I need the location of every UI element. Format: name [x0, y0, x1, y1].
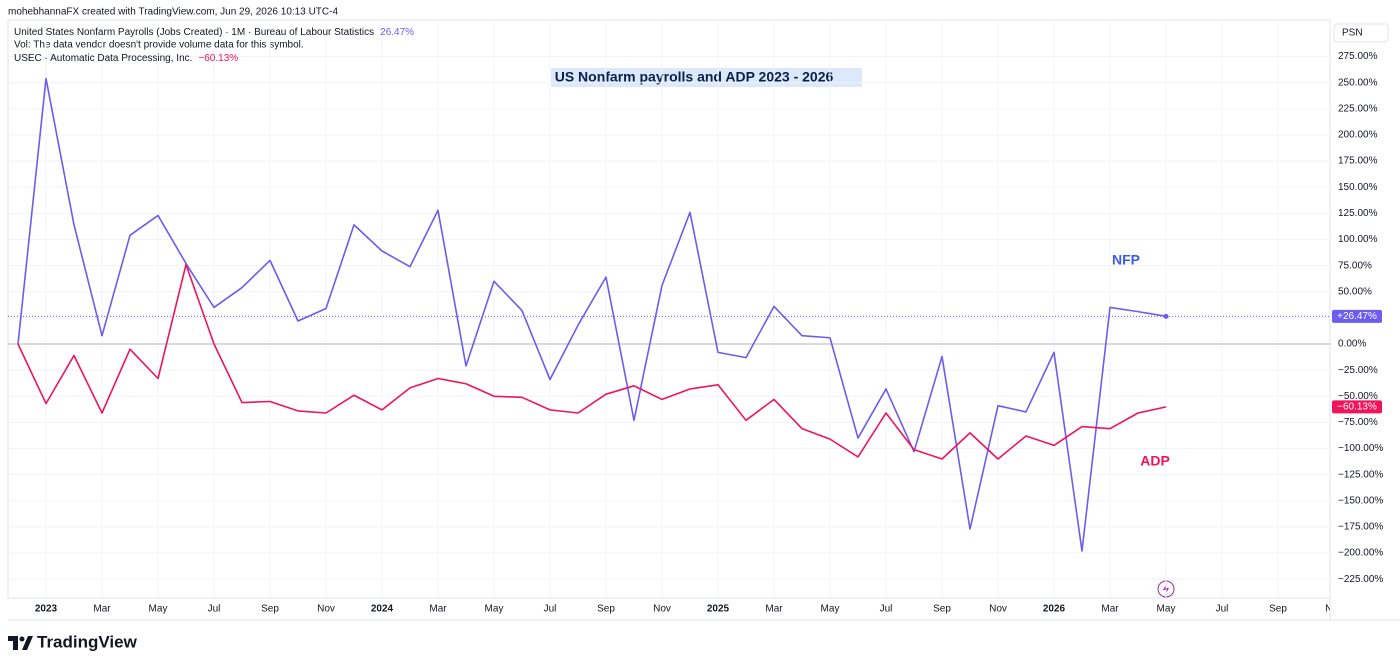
x-axis: 2023 Mar May Jul Sep Nov 2024 Mar May Jul Sep Nov 20… [35, 604, 1343, 615]
y-tick-label: 50.00% [1338, 286, 1372, 297]
x-tick-label: Mar [765, 604, 783, 615]
series-annotation: NFP [1112, 252, 1140, 268]
y-tick-label: −225.00% [1338, 574, 1383, 585]
x-tick-label: Mar [93, 604, 111, 615]
x-tick-label: Sep [261, 604, 279, 615]
legend-entry: United States Nonfarm Payrolls (Jobs Cre… [14, 27, 414, 38]
price-tag [1332, 400, 1382, 414]
legend-entry: USEC · Automatic Data Processing, Inc. −6… [14, 53, 238, 64]
brand-logo: TradingView [8, 632, 138, 651]
x-tick-label: Jul [208, 604, 221, 615]
y-tick-label: 175.00% [1338, 156, 1378, 167]
y-tick-label: −200.00% [1338, 548, 1383, 559]
x-tick-label: May [1157, 604, 1176, 615]
y-tick-label: −175.00% [1338, 522, 1383, 533]
x-tick-label: Mar [1101, 604, 1119, 615]
legend-name[interactable]: United States Nonfarm Payrolls (Jobs Cre… [14, 27, 374, 38]
x-tick-label: Jul [880, 604, 893, 615]
logo-mark [19, 636, 25, 642]
x-tick-label: Nov [653, 604, 671, 615]
y-tick-label: −100.00% [1338, 443, 1383, 454]
x-tick-label: May [485, 604, 504, 615]
price-tag [1332, 309, 1382, 323]
series-annotation: ADP [1140, 453, 1170, 469]
y-tick-label: −75.00% [1338, 417, 1378, 428]
price-tag-label: +26.47% [1337, 311, 1377, 322]
x-tick-label: Sep [933, 604, 951, 615]
volume-note: Vol: The data vendor doesn't provide vol… [14, 40, 304, 51]
y-tick-label: 275.00% [1338, 51, 1378, 62]
x-tick-label: May [149, 604, 168, 615]
y-tick-label: 250.00% [1338, 77, 1378, 88]
legend-value: −60.13% [198, 53, 238, 64]
x-tick-label: 2026 [1043, 604, 1066, 615]
scale-label[interactable]: PSN [1342, 28, 1363, 39]
x-tick-label: Jul [1216, 604, 1229, 615]
y-tick-label: 150.00% [1338, 182, 1378, 193]
x-tick-label: 2023 [35, 604, 58, 615]
x-tick-label: Mar [429, 604, 447, 615]
plot-frame [7, 19, 1331, 599]
x-tick-label: 2025 [707, 604, 730, 615]
series-line [17, 77, 1167, 552]
scale-button[interactable] [1333, 23, 1389, 43]
y-tick-label: 125.00% [1338, 208, 1378, 219]
x-tick-label: 2024 [371, 604, 394, 615]
plot-area [8, 20, 1330, 598]
header: mohebhannaFX created with TradingView.co… [8, 7, 338, 18]
x-tick-label: Nov [317, 604, 335, 615]
logo-mark [22, 636, 33, 650]
chart-title: US Nonfarm payrolls and ADP 2023 - 2026 [555, 69, 834, 85]
legend-value: 26.47% [380, 27, 414, 38]
legend-name[interactable]: USEC · Automatic Data Processing, Inc. [14, 53, 192, 64]
series-line [17, 263, 1167, 460]
logo-mark [8, 636, 18, 650]
x-tick-label: Nov [1325, 604, 1343, 615]
y-tick-label: 75.00% [1338, 260, 1372, 271]
price-tag-label: −60.13% [1337, 402, 1377, 413]
y-tick-label: 225.00% [1338, 103, 1378, 114]
y-tick-label: −25.00% [1338, 365, 1378, 376]
brand: TradingView [37, 632, 138, 651]
x-tick-label: May [821, 604, 840, 615]
y-tick-label: −150.00% [1338, 495, 1383, 506]
x-tick-label: Nov [989, 604, 1007, 615]
y-tick-label: −125.00% [1338, 469, 1383, 480]
y-tick-label: 200.00% [1338, 130, 1378, 141]
x-tick-label: Jul [544, 604, 557, 615]
last-point [1163, 313, 1169, 319]
x-tick-label: Sep [1269, 604, 1287, 615]
y-tick-label: 0.00% [1338, 339, 1366, 350]
y-tick-label: −50.00% [1338, 391, 1378, 402]
x-tick-label: Sep [597, 604, 615, 615]
y-tick-label: 100.00% [1338, 234, 1378, 245]
